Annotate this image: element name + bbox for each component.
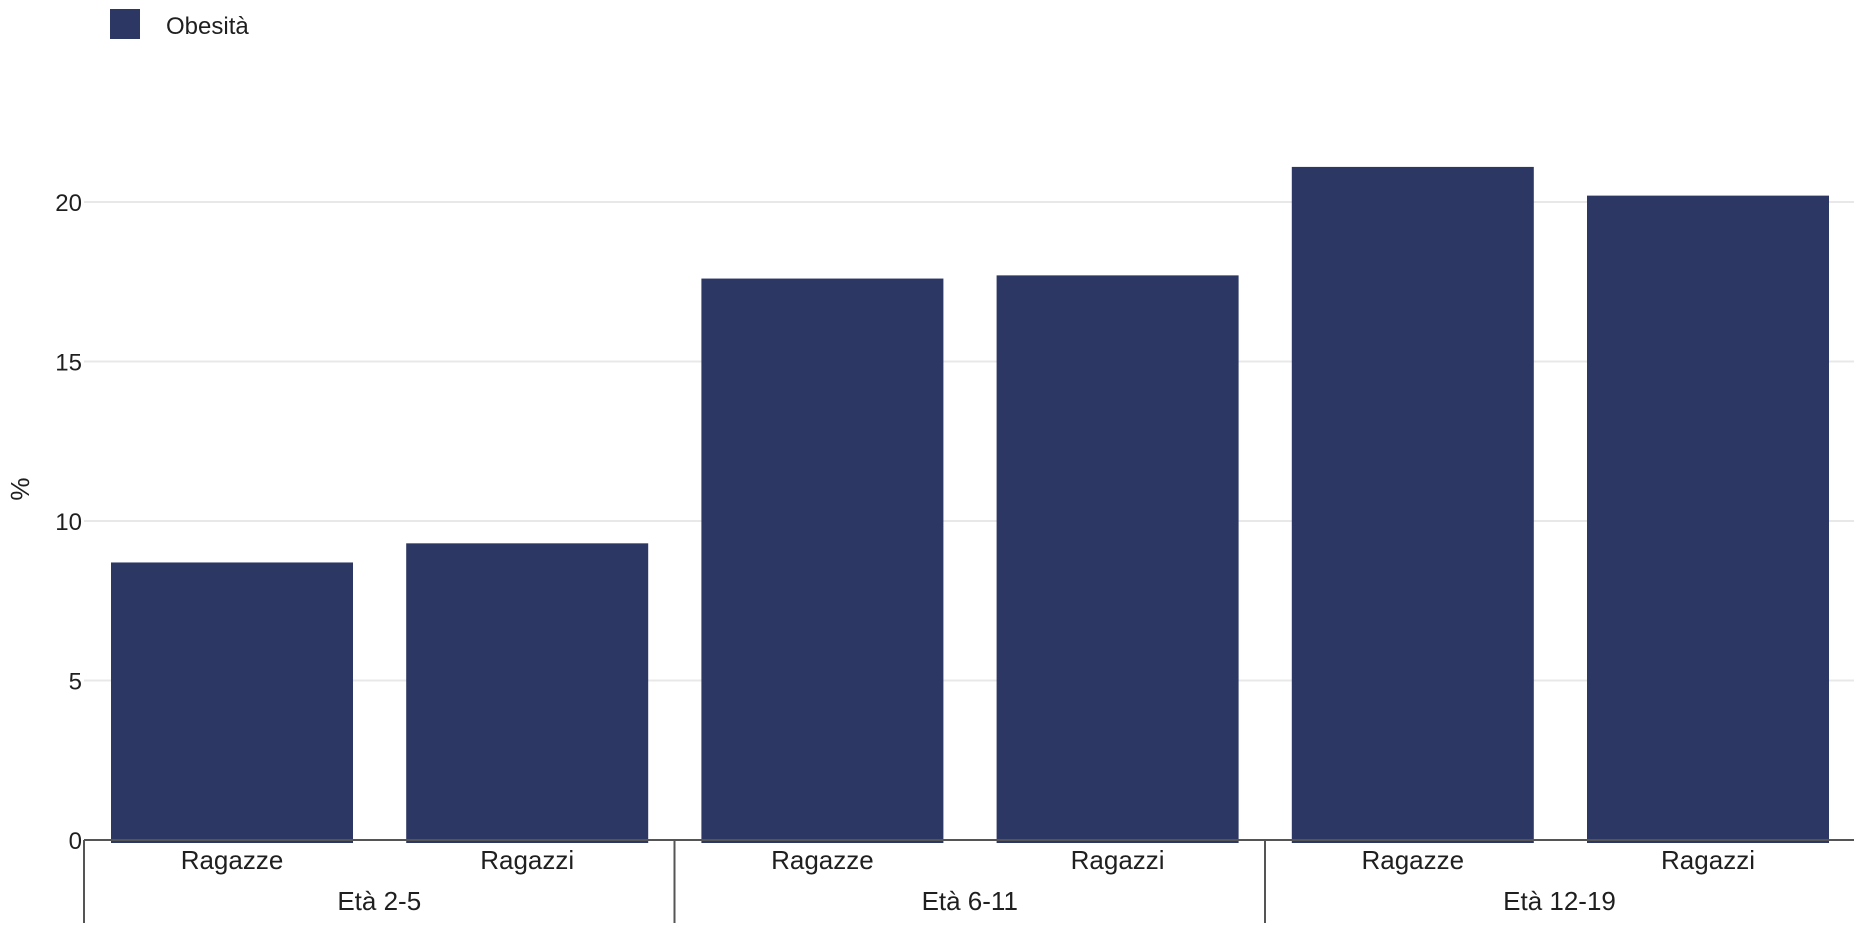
y-tick-label: 20 <box>55 190 82 217</box>
y-tick-label: 0 <box>69 828 82 855</box>
x-category-label: Ragazzi <box>1661 845 1755 875</box>
x-group-label: Età 2-5 <box>337 886 421 916</box>
axes <box>83 839 1854 923</box>
bar <box>1291 166 1534 843</box>
bars <box>111 166 1829 843</box>
x-category-label: Ragazzi <box>480 845 574 875</box>
legend-label: Obesità <box>166 13 249 40</box>
y-tick-label: 10 <box>55 509 82 536</box>
bar <box>111 562 353 843</box>
bar <box>406 543 649 843</box>
bar <box>1587 195 1829 843</box>
legend: Obesità <box>110 9 249 40</box>
x-category-label: Ragazze <box>1361 845 1464 875</box>
y-axis-title: % <box>5 477 35 500</box>
x-category-label: Ragazze <box>771 845 874 875</box>
x-category-label: Ragazze <box>181 845 284 875</box>
x-group-label: Età 6-11 <box>922 886 1018 916</box>
y-tick-label: 15 <box>55 350 82 377</box>
x-category-label: Ragazzi <box>1071 845 1165 875</box>
y-tick-label: 5 <box>69 669 82 696</box>
bar <box>996 275 1239 843</box>
x-group-label: Età 12-19 <box>1503 886 1616 916</box>
bar <box>701 278 944 843</box>
gridlines <box>84 201 1854 682</box>
axis-labels: 0 5 10 15 20 Ragazze Ragazzi Ragazze Ragazzi Raga… <box>55 190 1755 916</box>
legend-swatch <box>110 9 140 39</box>
